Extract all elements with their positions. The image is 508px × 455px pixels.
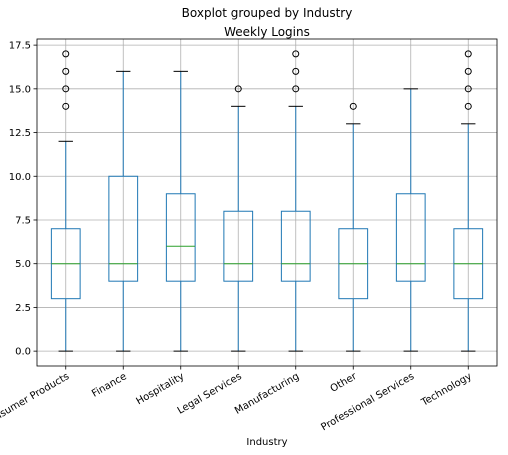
outlier-point	[464, 50, 472, 58]
x-axis-label: Industry	[246, 437, 287, 448]
iqr-box	[108, 175, 139, 282]
y-tick-label: 10.0	[9, 172, 31, 183]
chart-suptitle: Boxplot grouped by Industry	[182, 6, 353, 20]
y-tick-label: 2.5	[15, 303, 31, 314]
box-finance	[108, 70, 139, 352]
box-manufacturing	[280, 50, 311, 352]
iqr-box	[395, 193, 426, 282]
y-tick-label: 12.5	[9, 128, 31, 139]
x-tick-label: Other	[329, 371, 360, 395]
x-tick-label: Hospitality	[134, 371, 186, 407]
iqr-box	[280, 210, 311, 282]
x-tick-label: Consumer Products	[0, 371, 71, 429]
iqr-box	[165, 193, 196, 282]
x-tick-label: Manufacturing	[233, 371, 301, 417]
outlier-point	[292, 50, 300, 58]
box-hospitality	[165, 70, 196, 352]
outlier-point	[62, 67, 70, 75]
y-tick-label: 5.0	[15, 259, 31, 270]
chart-title: Weekly Logins	[224, 25, 310, 39]
outlier-point	[62, 50, 70, 58]
outlier-point	[292, 67, 300, 75]
outlier-point	[464, 67, 472, 75]
axes: 0.0 2.5 5.0 7.5 10.0 12.5 15.0 17.5 Consumer Pro…	[0, 38, 498, 433]
box-technology	[453, 50, 484, 352]
axes-frame	[36, 38, 498, 367]
outlier-point	[292, 85, 300, 93]
iqr-box	[223, 210, 254, 282]
outlier-point	[349, 102, 357, 110]
outlier-point	[62, 102, 70, 110]
y-tick-label: 15.0	[9, 84, 31, 95]
box-legal-services	[223, 85, 254, 352]
outlier-point	[234, 85, 242, 93]
outlier-point	[464, 85, 472, 93]
boxes	[50, 50, 484, 352]
outlier-point	[62, 85, 70, 93]
y-tick-label: 17.5	[9, 41, 31, 52]
grid	[37, 39, 497, 366]
box-consumer-products	[50, 50, 81, 352]
box-professional-services	[395, 88, 426, 352]
outlier-point	[464, 102, 472, 110]
box-other	[338, 102, 369, 352]
y-tick-label: 0.0	[15, 347, 31, 358]
x-tick-label: Professional Services	[319, 371, 416, 433]
y-tick-label: 7.5	[15, 215, 31, 226]
x-tick-label: Technology	[419, 371, 474, 409]
x-tick-label: Finance	[90, 371, 129, 400]
